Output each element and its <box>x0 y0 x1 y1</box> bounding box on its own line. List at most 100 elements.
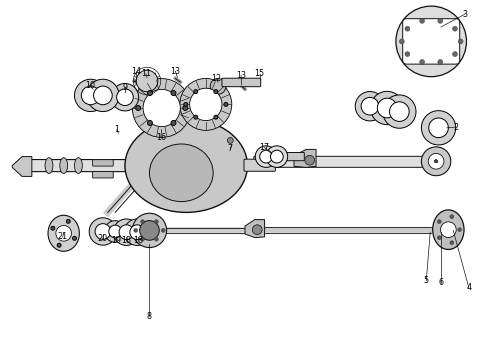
Text: 6: 6 <box>439 278 443 287</box>
Circle shape <box>154 237 158 241</box>
Ellipse shape <box>48 215 79 251</box>
Circle shape <box>441 222 456 238</box>
Circle shape <box>74 79 107 112</box>
Circle shape <box>132 78 191 138</box>
Text: 15: 15 <box>255 69 265 78</box>
Text: 4: 4 <box>466 284 471 292</box>
Circle shape <box>143 89 180 127</box>
Text: 17: 17 <box>260 143 270 152</box>
Circle shape <box>227 138 233 143</box>
Ellipse shape <box>74 158 82 174</box>
Circle shape <box>183 105 188 111</box>
Circle shape <box>437 236 441 240</box>
Polygon shape <box>12 157 32 176</box>
Circle shape <box>89 218 117 245</box>
FancyBboxPatch shape <box>244 159 275 171</box>
Text: 10: 10 <box>85 81 95 90</box>
Circle shape <box>180 78 232 130</box>
Circle shape <box>51 226 55 230</box>
Circle shape <box>435 160 438 163</box>
Circle shape <box>66 219 70 223</box>
Circle shape <box>136 70 158 92</box>
Text: 12: 12 <box>212 74 221 83</box>
Circle shape <box>194 115 198 119</box>
Circle shape <box>435 160 438 163</box>
Text: 19: 19 <box>112 236 122 245</box>
Circle shape <box>184 103 188 106</box>
Text: 16: 16 <box>156 133 166 142</box>
Text: 5: 5 <box>424 276 429 285</box>
Text: 18: 18 <box>133 236 143 245</box>
Circle shape <box>377 98 397 118</box>
Circle shape <box>390 102 409 121</box>
Circle shape <box>147 121 152 125</box>
Circle shape <box>109 225 122 238</box>
Circle shape <box>270 150 283 163</box>
Circle shape <box>147 91 152 95</box>
Circle shape <box>419 18 424 23</box>
Circle shape <box>81 86 100 105</box>
FancyBboxPatch shape <box>93 172 113 178</box>
Circle shape <box>421 111 456 145</box>
Polygon shape <box>245 220 265 238</box>
Text: 2: 2 <box>453 122 458 131</box>
Circle shape <box>399 39 404 44</box>
Ellipse shape <box>149 144 213 202</box>
FancyBboxPatch shape <box>93 160 113 166</box>
Circle shape <box>95 224 111 239</box>
Circle shape <box>255 146 277 167</box>
Circle shape <box>140 221 159 240</box>
Ellipse shape <box>45 158 53 174</box>
Circle shape <box>132 213 167 248</box>
Circle shape <box>111 84 139 111</box>
Circle shape <box>214 115 218 119</box>
Circle shape <box>113 219 140 246</box>
FancyBboxPatch shape <box>19 159 128 172</box>
Ellipse shape <box>433 210 464 249</box>
Text: 20: 20 <box>98 234 108 243</box>
Polygon shape <box>294 149 316 167</box>
Ellipse shape <box>125 119 247 212</box>
Circle shape <box>161 229 165 232</box>
Text: 3: 3 <box>462 10 467 19</box>
Circle shape <box>450 241 454 245</box>
Circle shape <box>361 97 379 115</box>
Ellipse shape <box>421 147 451 176</box>
Circle shape <box>405 26 410 31</box>
FancyBboxPatch shape <box>403 19 460 64</box>
Circle shape <box>435 160 438 163</box>
Circle shape <box>87 79 119 112</box>
Circle shape <box>450 215 454 219</box>
FancyBboxPatch shape <box>222 78 261 87</box>
Circle shape <box>429 118 448 138</box>
Circle shape <box>305 155 315 165</box>
Text: 18: 18 <box>122 236 131 245</box>
Circle shape <box>194 90 198 94</box>
Circle shape <box>214 90 218 94</box>
Circle shape <box>136 105 141 111</box>
Text: 11: 11 <box>141 69 151 78</box>
Circle shape <box>130 225 145 239</box>
Circle shape <box>260 150 272 163</box>
Circle shape <box>435 160 438 163</box>
Circle shape <box>73 237 76 240</box>
Circle shape <box>104 221 126 242</box>
Text: 14: 14 <box>131 68 141 77</box>
Circle shape <box>57 243 61 247</box>
Text: 9: 9 <box>122 83 127 91</box>
Circle shape <box>453 51 458 57</box>
Circle shape <box>117 89 133 105</box>
Circle shape <box>438 18 443 23</box>
Circle shape <box>458 228 462 231</box>
Text: 1: 1 <box>114 125 119 134</box>
Circle shape <box>396 6 466 77</box>
Circle shape <box>438 59 443 64</box>
Circle shape <box>252 225 262 235</box>
Circle shape <box>119 225 134 239</box>
Ellipse shape <box>60 158 68 174</box>
Circle shape <box>437 220 441 224</box>
Circle shape <box>355 91 385 121</box>
FancyBboxPatch shape <box>267 153 304 161</box>
Circle shape <box>124 219 150 246</box>
Circle shape <box>190 88 222 121</box>
